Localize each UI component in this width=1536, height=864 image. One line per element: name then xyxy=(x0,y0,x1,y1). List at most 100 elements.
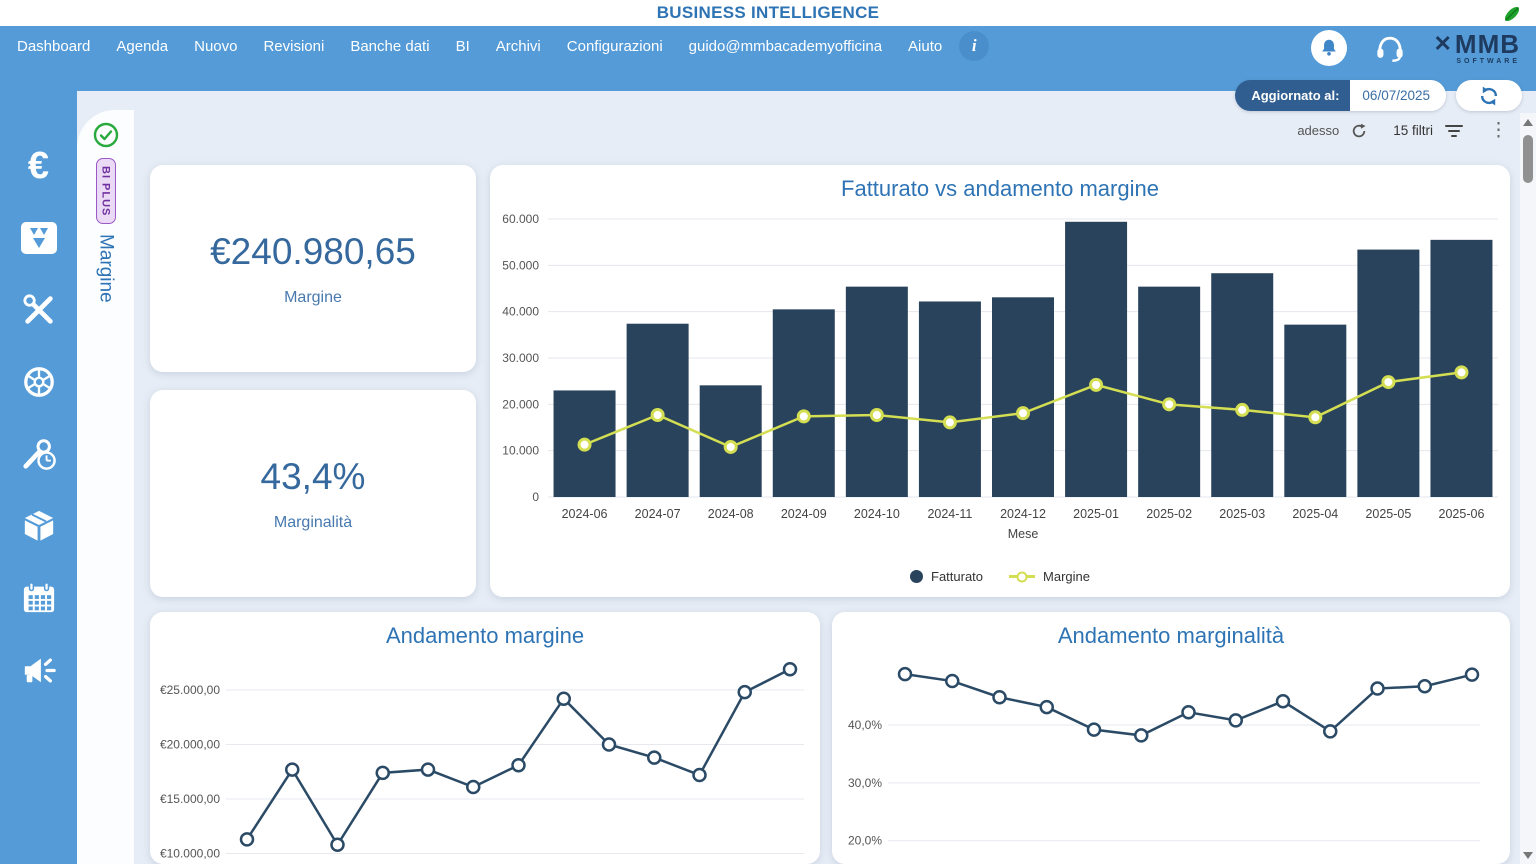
margine-trend-svg[interactable]: €25.000,00 €20.000,00 €15.000,00 €10.000,00 xyxy=(150,612,820,864)
leaf-icon xyxy=(1504,6,1520,22)
nav-menu: Dashboard Agenda Nuovo Revisioni Banche dati… xyxy=(4,26,990,66)
nav-item-aiuto[interactable]: Aiuto xyxy=(908,37,943,55)
svg-text:2025-02: 2025-02 xyxy=(1146,507,1192,521)
more-menu-icon[interactable]: ⋮ xyxy=(1489,120,1508,141)
svg-text:50.000: 50.000 xyxy=(502,258,539,272)
refresh-icon xyxy=(1480,86,1498,105)
svg-text:2025-01: 2025-01 xyxy=(1073,507,1119,521)
marginalita-trend-card: Andamento marginalità 40,0% 30,0% 20,0% xyxy=(832,612,1510,864)
euro-icon[interactable]: € xyxy=(27,145,50,187)
svg-text:2024-08: 2024-08 xyxy=(708,507,754,521)
kpi-marginalita-label: Marginalità xyxy=(273,513,353,531)
marginalita-trend-svg[interactable]: 40,0% 30,0% 20,0% xyxy=(832,612,1510,864)
filter-row: adesso 15 filtri ⋮ xyxy=(1297,121,1508,140)
app-title: BUSINESS INTELLIGENCE xyxy=(656,3,880,22)
nav-item-guido-mmbacademyofficina[interactable]: guido@mmbacademyofficina xyxy=(688,37,883,55)
svg-text:10.000: 10.000 xyxy=(502,444,539,458)
nav-item-dashboard[interactable]: Dashboard xyxy=(17,37,91,55)
main-chart-title: Fatturato vs andamento margine xyxy=(841,176,1159,201)
kpi-margine-value: €240.980,65 xyxy=(210,230,416,272)
tab-margine[interactable]: Margine xyxy=(95,234,117,304)
filters-count[interactable]: 15 filtri xyxy=(1393,123,1433,138)
svg-text:0: 0 xyxy=(532,490,539,504)
kpi-card-marginalita: 43,4% Marginalità xyxy=(150,390,476,597)
updated-at-label: Aggiornato al: xyxy=(1235,80,1351,111)
bi-plus-badge: BI PLUS xyxy=(95,158,116,225)
svg-text:€25.000,00: €25.000,00 xyxy=(160,683,220,697)
mmb-logo[interactable]: ✕ MMB SOFTWARE xyxy=(1433,31,1520,65)
nav-item-revisioni[interactable]: Revisioni xyxy=(263,37,325,55)
updated-at-pill[interactable]: Aggiornato al: 06/07/2025 xyxy=(1235,80,1446,111)
logo-subtext: SOFTWARE xyxy=(1456,58,1520,65)
svg-text:2025-03: 2025-03 xyxy=(1219,507,1265,521)
svg-text:40.000: 40.000 xyxy=(502,305,539,319)
mot-check-icon[interactable] xyxy=(20,221,58,255)
nav-band: Dashboard Agenda Nuovo Revisioni Banche dati… xyxy=(0,26,1536,91)
top-strip: BUSINESS INTELLIGENCE xyxy=(0,0,1536,26)
tools-icon[interactable] xyxy=(20,293,58,327)
nav-item-configurazioni[interactable]: Configurazioni xyxy=(566,37,663,55)
reload-icon[interactable] xyxy=(1351,123,1367,139)
refresh-button[interactable] xyxy=(1456,80,1522,111)
headset-icon[interactable] xyxy=(1375,34,1405,63)
wheel-icon[interactable] xyxy=(20,365,58,399)
nav-item-banche-dati[interactable]: Banche dati xyxy=(350,37,430,55)
margine-trend-title: Andamento margine xyxy=(385,623,585,648)
svg-text:30.000: 30.000 xyxy=(502,351,539,365)
bi-tab-column: BI PLUS Margine xyxy=(77,110,134,864)
main-chart-legend: Fatturato Margine xyxy=(490,569,1510,584)
svg-text:2024-07: 2024-07 xyxy=(635,507,681,521)
svg-text:€15.000,00: €15.000,00 xyxy=(160,792,220,806)
svg-text:€20.000,00: €20.000,00 xyxy=(160,738,220,752)
main-chart-svg[interactable]: 0 10.000 20.000 30.000 40.000 50.000 60.000 202… xyxy=(490,165,1510,550)
svg-text:€10.000,00: €10.000,00 xyxy=(160,847,220,861)
nav-item-bi[interactable]: BI xyxy=(455,37,470,55)
svg-text:2024-12: 2024-12 xyxy=(1000,507,1046,521)
margine-swatch-icon xyxy=(1009,571,1036,582)
svg-text:2024-06: 2024-06 xyxy=(562,507,608,521)
svg-text:2024-09: 2024-09 xyxy=(781,507,827,521)
filter-icon[interactable] xyxy=(1445,124,1463,137)
margine-trend-card: Andamento margine €25.000,00 €20.000,00 €1… xyxy=(150,612,820,864)
scroll-up-icon[interactable] xyxy=(1523,119,1533,126)
calendar-icon[interactable] xyxy=(20,581,58,615)
nav-right-icons: ✕ MMB SOFTWARE xyxy=(1311,26,1520,70)
svg-text:2024-11: 2024-11 xyxy=(927,507,972,521)
svg-text:Mese: Mese xyxy=(1008,527,1039,541)
svg-text:60.000: 60.000 xyxy=(502,212,539,226)
now-label: adesso xyxy=(1297,123,1340,138)
svg-text:20,0%: 20,0% xyxy=(848,834,882,848)
bell-icon xyxy=(1322,39,1337,56)
update-row: Aggiornato al: 06/07/2025 xyxy=(1235,80,1522,111)
notifications-button[interactable] xyxy=(1311,30,1348,66)
status-check-icon[interactable] xyxy=(93,122,119,148)
svg-text:20.000: 20.000 xyxy=(502,397,539,411)
info-icon[interactable]: i xyxy=(959,31,990,61)
marginalita-trend-title: Andamento marginalità xyxy=(1057,623,1285,648)
logo-text: MMB xyxy=(1454,29,1520,59)
svg-text:2025-04: 2025-04 xyxy=(1292,507,1338,521)
sidebar: € xyxy=(0,91,77,864)
svg-text:2025-06: 2025-06 xyxy=(1439,507,1485,521)
updated-at-date[interactable]: 06/07/2025 xyxy=(1350,80,1446,111)
nav-item-nuovo[interactable]: Nuovo xyxy=(194,37,238,55)
logo-mark-icon: ✕ xyxy=(1433,31,1453,56)
svg-text:30,0%: 30,0% xyxy=(848,776,882,790)
nav-item-agenda[interactable]: Agenda xyxy=(116,37,169,55)
fatturato-swatch-icon xyxy=(910,570,923,583)
marketing-megaphone-icon[interactable] xyxy=(20,653,58,687)
kpi-card-margine: €240.980,65 Margine xyxy=(150,165,476,372)
svg-text:2024-10: 2024-10 xyxy=(854,507,900,521)
svg-text:40,0%: 40,0% xyxy=(848,718,882,732)
kpi-margine-label: Margine xyxy=(284,288,342,306)
legend-fatturato[interactable]: Fatturato xyxy=(910,569,983,584)
legend-margine[interactable]: Margine xyxy=(1009,569,1090,584)
parts-package-icon[interactable] xyxy=(20,509,58,543)
svg-text:2025-05: 2025-05 xyxy=(1365,507,1411,521)
page-scrollbar[interactable] xyxy=(1520,113,1536,864)
nav-item-archivi[interactable]: Archivi xyxy=(495,37,541,55)
scrollbar-thumb[interactable] xyxy=(1523,135,1533,183)
main-chart-card: Fatturato vs andamento margine 0 10.000 20… xyxy=(490,165,1510,597)
service-time-icon[interactable] xyxy=(20,437,58,471)
scroll-down-icon[interactable] xyxy=(1523,852,1533,859)
